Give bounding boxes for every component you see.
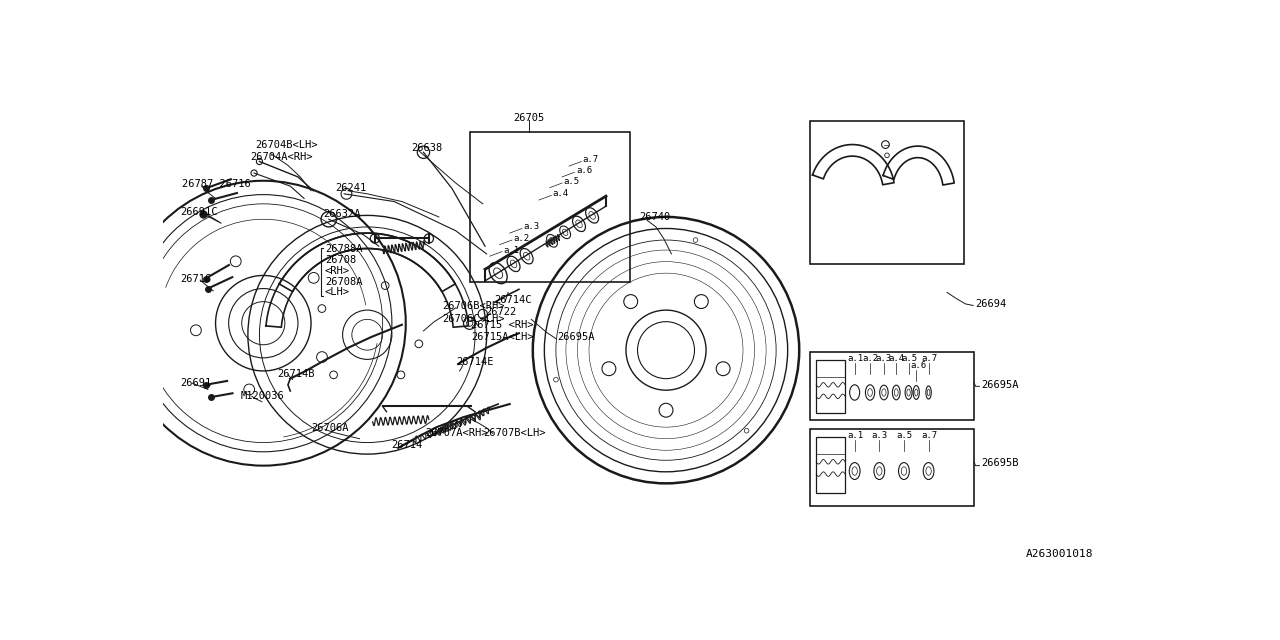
Bar [817,360,845,413]
Text: a.7: a.7 [582,156,599,164]
Text: a.4: a.4 [888,354,905,363]
Text: 26707B<LH>: 26707B<LH> [483,428,545,438]
Text: 26714B: 26714B [278,369,315,379]
Text: <LH>: <LH> [325,287,349,298]
Text: a.3: a.3 [872,431,888,440]
Text: a.4: a.4 [553,189,568,198]
Text: 26638: 26638 [411,143,443,154]
Text: a.7: a.7 [920,431,937,440]
Text: a.2: a.2 [863,354,878,363]
Text: a.3: a.3 [876,354,892,363]
Text: 26708: 26708 [325,255,356,265]
Text: a.1: a.1 [847,431,864,440]
Text: a.6: a.6 [910,361,927,370]
Bar [810,122,964,264]
Text: 26714C: 26714C [494,295,531,305]
Text: a.3: a.3 [524,223,540,232]
Text: 26704A<RH>: 26704A<RH> [250,152,312,162]
Text: 26722: 26722 [485,307,516,317]
Bar [817,437,845,493]
Text: 26695B: 26695B [980,458,1019,468]
Text: 26691: 26691 [180,378,211,388]
Text: 26706B<RH>: 26706B<RH> [443,301,506,311]
Text: 26708A: 26708A [325,276,362,287]
Text: a.5: a.5 [896,431,913,440]
Text: a.6: a.6 [576,166,593,175]
Bar [810,353,974,420]
Text: a.1: a.1 [847,354,864,363]
Bar [470,132,630,282]
Text: 26695A: 26695A [558,332,595,342]
Text: 26241: 26241 [335,184,367,193]
Text: 26694: 26694 [975,299,1006,309]
Text: 26704B<LH>: 26704B<LH> [256,140,319,150]
Text: 26705: 26705 [513,113,544,123]
Text: 26695A: 26695A [980,380,1019,390]
Text: a.5: a.5 [901,354,918,363]
Text: 26707A<RH>: 26707A<RH> [425,428,488,438]
Bar [810,429,974,506]
Text: 26706A: 26706A [311,423,348,433]
Text: a.2: a.2 [513,234,530,243]
Text: M120036: M120036 [241,390,284,401]
Text: 26740: 26740 [639,212,671,222]
Text: 26715A<LH>: 26715A<LH> [471,332,534,342]
Text: 26714E: 26714E [456,356,493,367]
Text: 26691C: 26691C [180,207,218,216]
Text: 26706C<LH>: 26706C<LH> [443,314,506,324]
Text: 26714: 26714 [392,440,422,450]
Text: A263001018: A263001018 [1025,549,1093,559]
Text: 26788A: 26788A [325,244,362,254]
Text: <RH>: <RH> [325,266,349,276]
Text: a.5: a.5 [563,177,580,186]
Text: 26716: 26716 [180,273,211,284]
Text: 26632A: 26632A [324,209,361,219]
Text: 26715 <RH>: 26715 <RH> [471,320,534,330]
Text: a.7: a.7 [922,354,938,363]
Text: a.1: a.1 [503,246,520,255]
Text: 26787 26716: 26787 26716 [182,179,251,189]
